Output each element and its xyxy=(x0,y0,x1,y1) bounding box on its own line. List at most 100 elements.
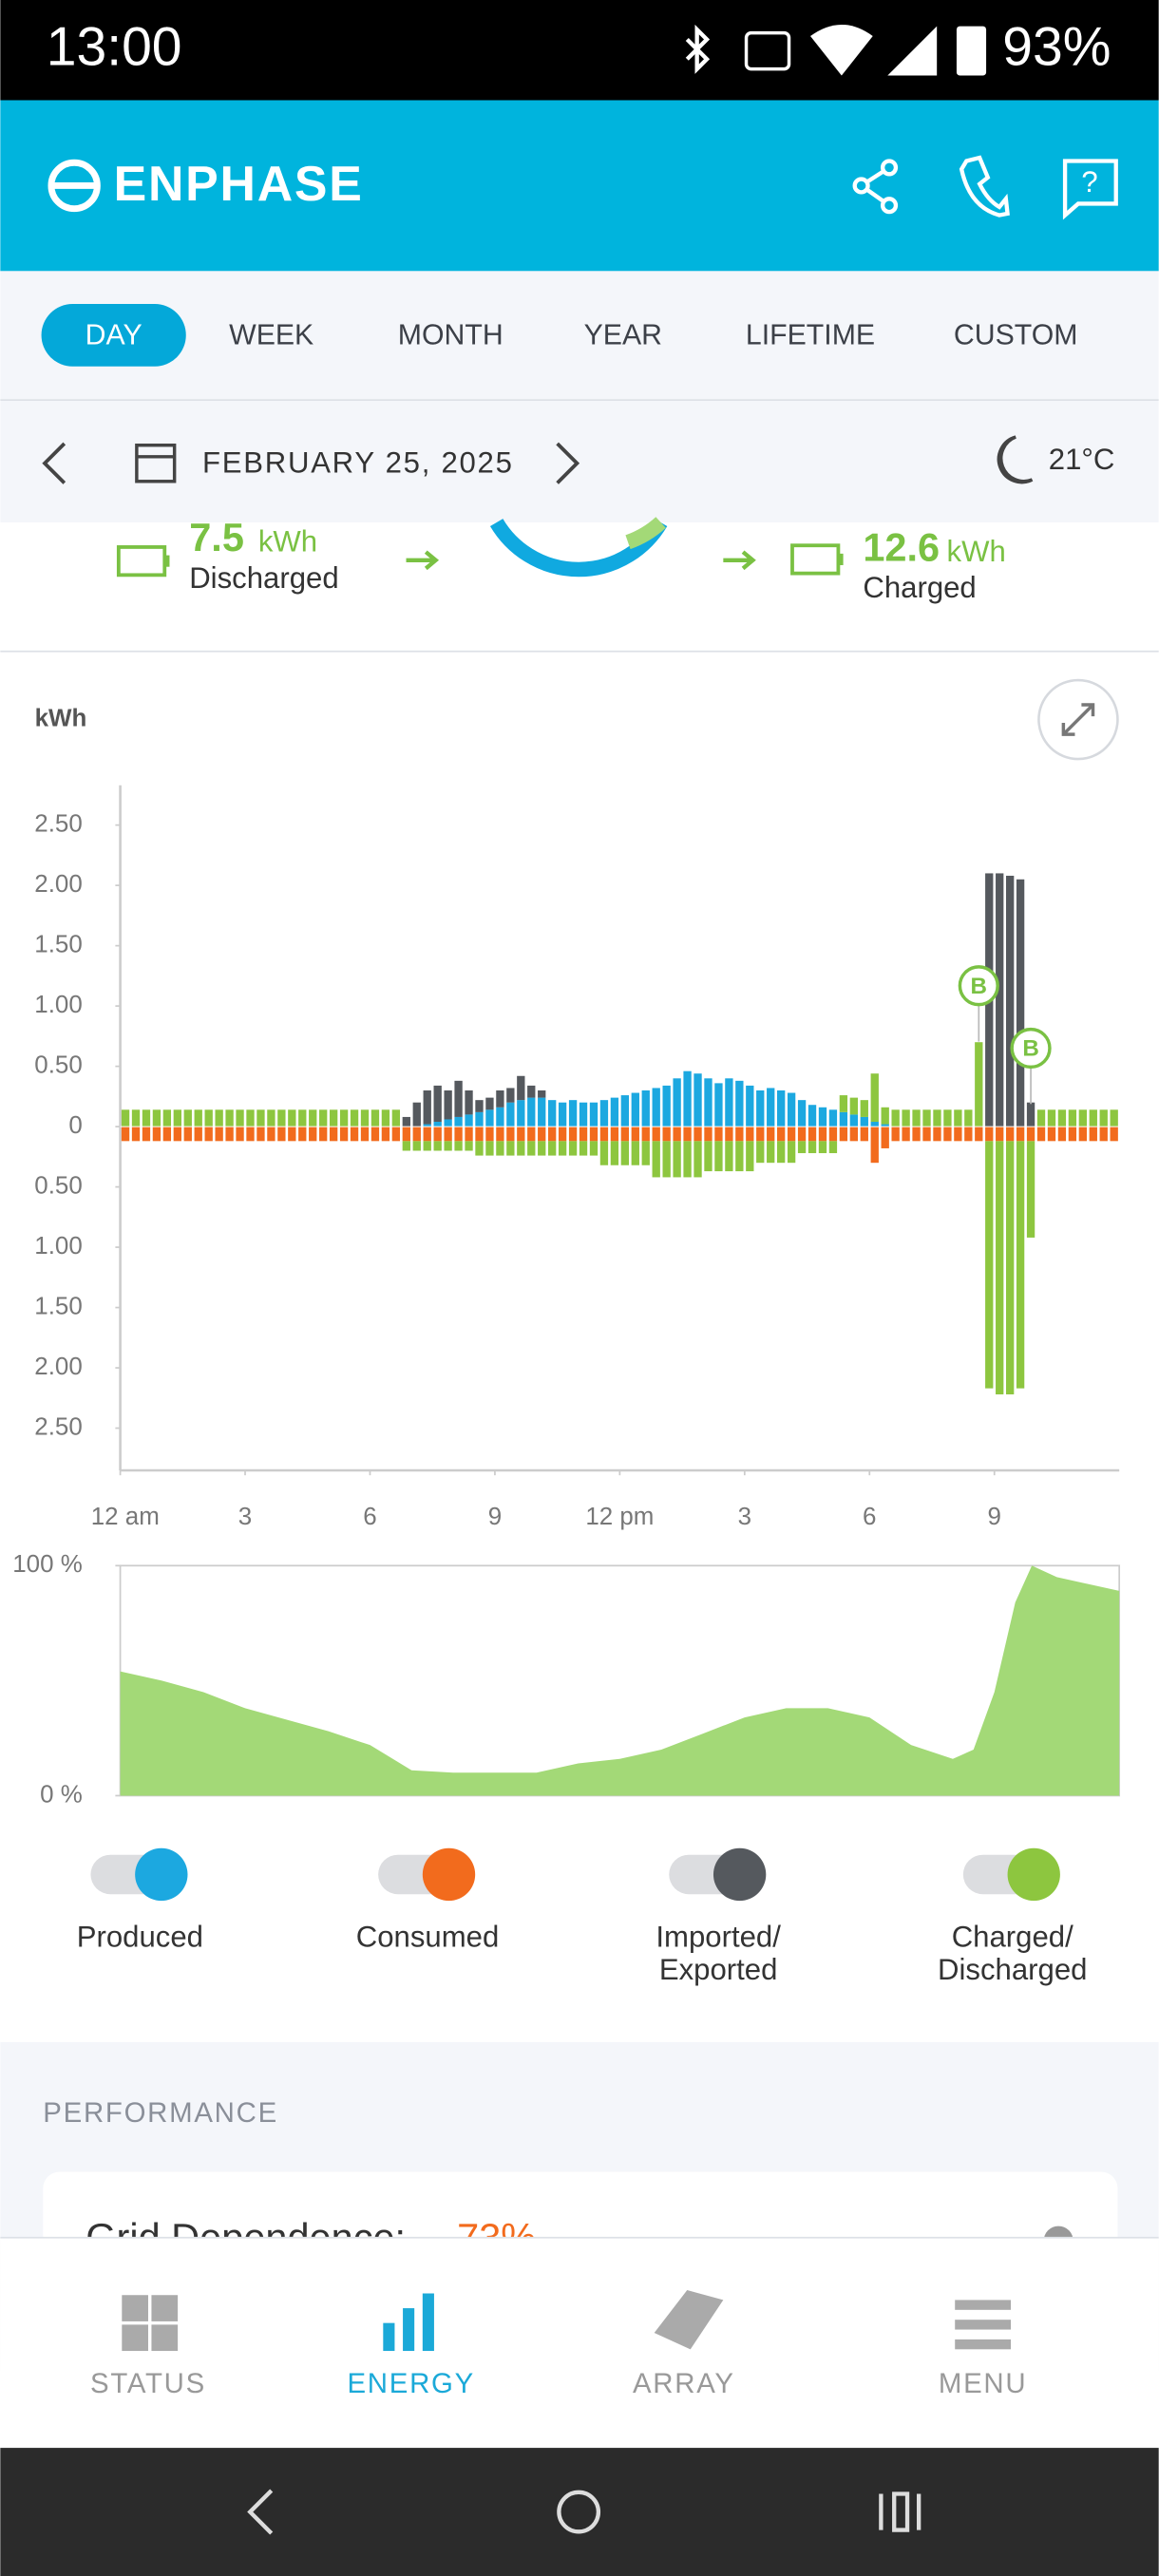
legend-toggle-knob[interactable] xyxy=(712,1847,767,1902)
brand-name: ENPHASE xyxy=(114,156,364,211)
bar xyxy=(881,1107,889,1125)
bar xyxy=(828,1127,838,1142)
nav-label[interactable]: STATUS xyxy=(90,2368,206,2399)
bar xyxy=(1057,1109,1067,1127)
bar xyxy=(568,1127,578,1142)
bar xyxy=(183,1109,192,1127)
y-tick-label: 1.00 xyxy=(34,1233,82,1260)
energy-icon xyxy=(403,2308,415,2352)
battery-icon xyxy=(956,26,987,76)
bar xyxy=(444,1119,452,1127)
phone-icon[interactable] xyxy=(959,155,1010,218)
bar xyxy=(215,1109,223,1127)
bar xyxy=(391,1109,401,1127)
bar xyxy=(975,1042,983,1127)
bar xyxy=(558,1102,567,1127)
bar xyxy=(485,1141,494,1156)
tab[interactable]: LIFETIME xyxy=(746,320,875,351)
bar xyxy=(194,1127,202,1142)
bar xyxy=(620,1141,630,1165)
bar xyxy=(288,1127,296,1142)
bar xyxy=(433,1141,442,1151)
bar xyxy=(444,1090,452,1120)
tab[interactable]: DAY xyxy=(86,320,142,351)
y-tick-label: 0 xyxy=(68,1112,82,1139)
next-day[interactable] xyxy=(556,442,580,484)
status-battery: 93% xyxy=(1002,17,1111,78)
wifi-icon xyxy=(810,24,873,76)
bar xyxy=(444,1127,452,1142)
bar xyxy=(996,1127,1004,1142)
bar xyxy=(506,1127,515,1142)
bar xyxy=(319,1109,328,1127)
bar xyxy=(558,1127,567,1142)
system-nav xyxy=(0,2448,1159,2576)
bar xyxy=(808,1127,817,1142)
bar xyxy=(870,1127,879,1164)
bar xyxy=(694,1073,702,1127)
date-label: FEBRUARY 25, 2025 xyxy=(202,446,514,480)
bar xyxy=(329,1127,338,1142)
bar xyxy=(194,1109,202,1127)
system-recents[interactable] xyxy=(879,2491,922,2532)
system-back[interactable] xyxy=(247,2489,274,2535)
bar xyxy=(444,1141,452,1151)
tab[interactable]: CUSTOM xyxy=(954,320,1078,351)
signal-icon xyxy=(887,26,938,76)
bar xyxy=(777,1141,786,1164)
tab[interactable]: YEAR xyxy=(584,320,662,351)
bar xyxy=(225,1127,234,1142)
charged-label: Charged xyxy=(863,571,976,604)
bar xyxy=(246,1127,255,1142)
bar xyxy=(839,1111,848,1127)
legend-toggle-knob[interactable] xyxy=(1007,1847,1060,1902)
bar xyxy=(246,1109,255,1127)
prev-day[interactable] xyxy=(42,442,66,484)
bar xyxy=(527,1097,536,1127)
bar xyxy=(568,1141,578,1156)
bar xyxy=(870,1073,879,1123)
legend-label-box: Imported/ Exported xyxy=(656,1921,781,1986)
bar xyxy=(599,1141,609,1165)
nav-label[interactable]: ENERGY xyxy=(347,2368,474,2399)
help-mark: ? xyxy=(1081,165,1097,199)
bar xyxy=(339,1109,349,1127)
x-tick-label: 12 pm xyxy=(585,1504,654,1530)
x-tick-label: 12 am xyxy=(91,1504,160,1530)
bar xyxy=(423,1090,431,1125)
bar xyxy=(787,1127,796,1142)
bar xyxy=(579,1141,588,1156)
bar xyxy=(610,1141,619,1165)
top-area: 13:00 93% ENPHASE ? DAY WEEK MONTH YEAR LIFETIME… xyxy=(0,0,1159,523)
bar xyxy=(985,1141,994,1389)
bar xyxy=(517,1127,525,1142)
bar xyxy=(391,1127,401,1142)
system-home[interactable] xyxy=(557,2490,601,2534)
tab[interactable]: WEEK xyxy=(229,320,314,351)
bar xyxy=(433,1122,442,1127)
nav-label[interactable]: MENU xyxy=(939,2368,1027,2399)
bar xyxy=(402,1127,410,1142)
bar xyxy=(538,1097,546,1127)
bar xyxy=(360,1109,370,1127)
flow-ring xyxy=(489,518,668,578)
bar xyxy=(454,1127,463,1142)
bar xyxy=(767,1141,775,1164)
battery-tip xyxy=(164,555,170,567)
help-icon[interactable] xyxy=(1062,159,1118,220)
bar xyxy=(298,1109,307,1127)
battery-tip xyxy=(838,553,844,565)
legend-toggle-knob[interactable] xyxy=(135,1847,188,1902)
tab-active-pill[interactable] xyxy=(41,303,186,367)
legend-toggle-knob[interactable] xyxy=(422,1847,476,1902)
bar xyxy=(725,1127,733,1142)
nav-label[interactable]: ARRAY xyxy=(633,2368,735,2399)
share-node xyxy=(880,197,899,215)
calendar-icon xyxy=(135,443,177,483)
bar xyxy=(475,1141,484,1156)
bar xyxy=(891,1109,900,1127)
bar xyxy=(797,1127,807,1142)
tab[interactable]: MONTH xyxy=(398,320,504,351)
soc-tick-label: 0 % xyxy=(40,1781,83,1808)
